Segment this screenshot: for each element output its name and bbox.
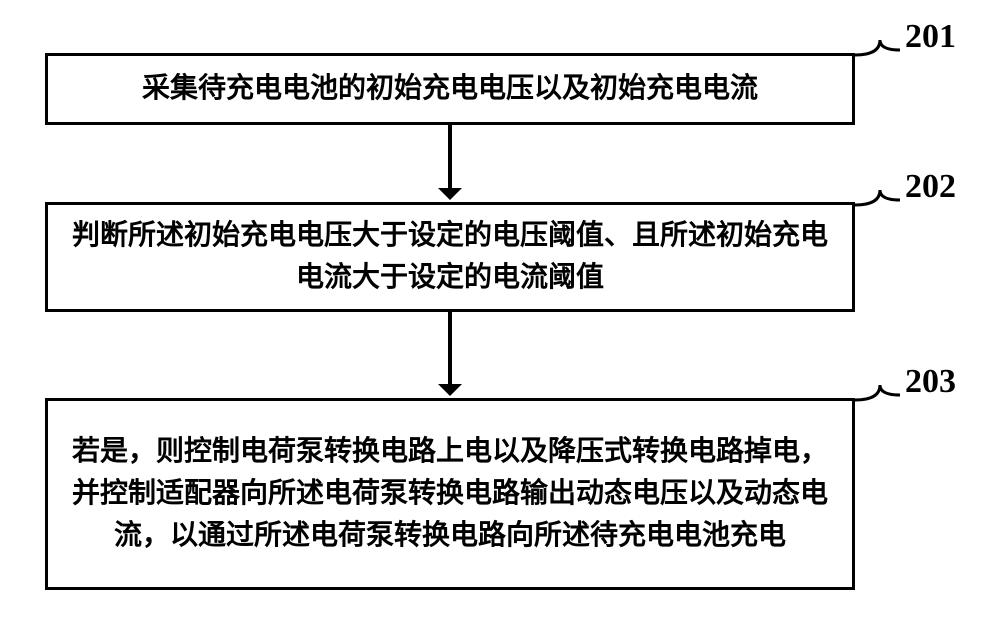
step-label-202: 202 xyxy=(905,168,956,206)
arrow-head-1 xyxy=(438,384,462,396)
step-label-201: 201 xyxy=(905,18,956,56)
bracket-201 xyxy=(853,23,908,63)
step-box-202: 判断所述初始充电电压大于设定的电压阈值、且所述初始充电电流大于设定的电流阈值 xyxy=(45,202,855,312)
step-text-202: 判断所述初始充电电压大于设定的电压阈值、且所述初始充电电流大于设定的电流阈值 xyxy=(68,215,832,299)
step-label-203: 203 xyxy=(905,363,956,401)
bracket-203 xyxy=(853,368,908,408)
bracket-202 xyxy=(853,173,908,213)
step-box-203: 若是，则控制电荷泵转换电路上电以及降压式转换电路掉电，并控制适配器向所述电荷泵转… xyxy=(45,398,855,590)
arrow-line-0 xyxy=(448,125,452,188)
step-text-203: 若是，则控制电荷泵转换电路上电以及降压式转换电路掉电，并控制适配器向所述电荷泵转… xyxy=(68,431,832,557)
step-box-201: 采集待充电电池的初始充电电压以及初始充电电流 xyxy=(45,53,855,125)
step-text-201: 采集待充电电池的初始充电电压以及初始充电电流 xyxy=(142,68,758,110)
arrow-head-0 xyxy=(438,188,462,200)
arrow-line-1 xyxy=(448,312,452,384)
flowchart-canvas: 采集待充电电池的初始充电电压以及初始充电电流 201 判断所述初始充电电压大于设定的… xyxy=(0,0,1000,638)
